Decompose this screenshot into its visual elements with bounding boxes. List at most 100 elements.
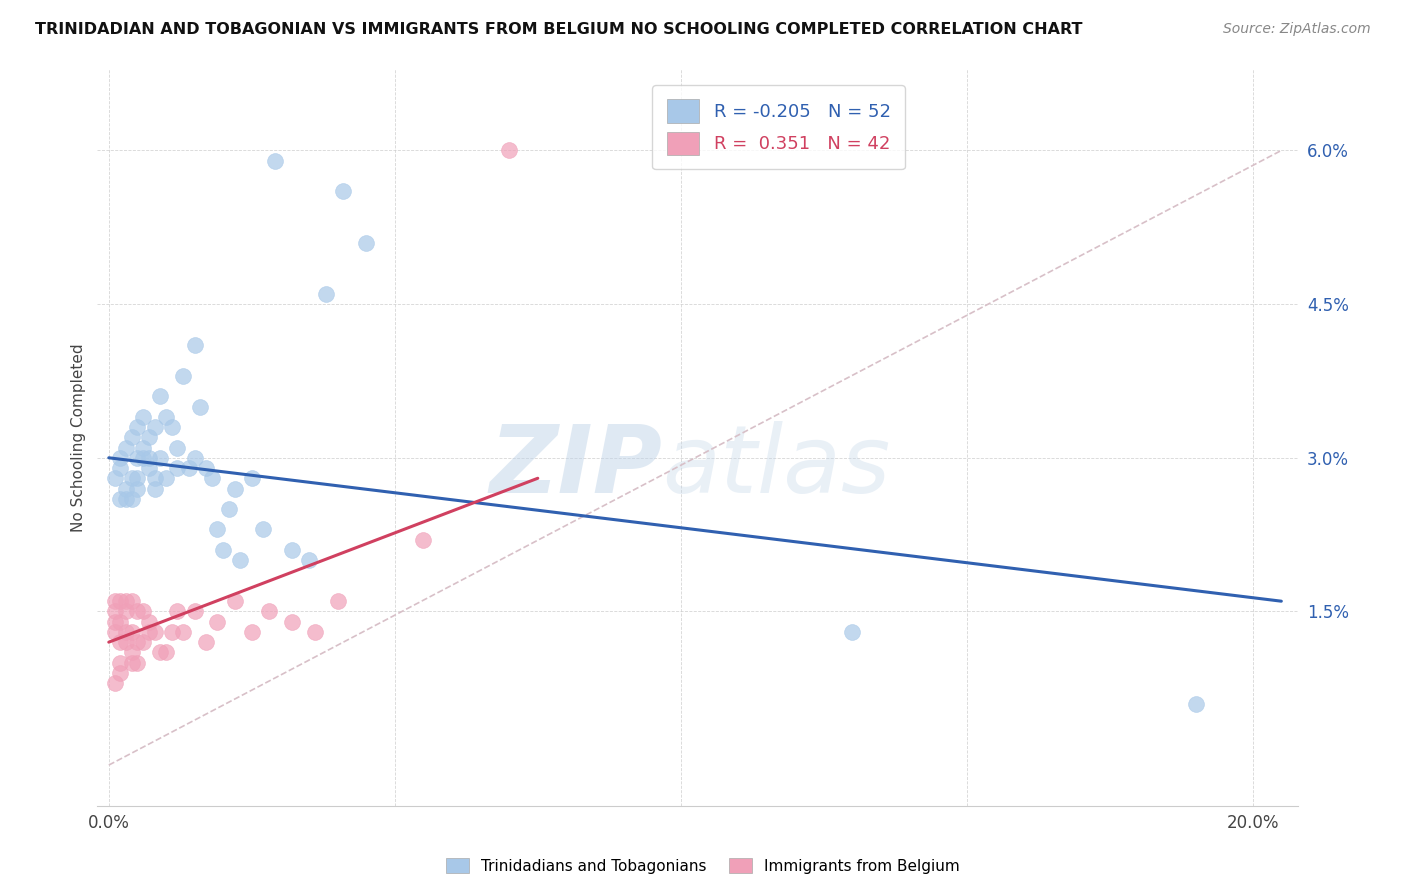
Point xyxy=(121,656,143,670)
Point xyxy=(298,553,321,567)
Point xyxy=(155,471,177,485)
Point xyxy=(121,471,143,485)
Point xyxy=(143,482,166,496)
Point xyxy=(166,441,188,455)
Point xyxy=(110,450,132,465)
Point xyxy=(149,389,172,403)
Point xyxy=(166,604,188,618)
Point xyxy=(281,615,304,629)
Y-axis label: No Schooling Completed: No Schooling Completed xyxy=(72,343,86,532)
Point xyxy=(115,482,138,496)
Point xyxy=(121,594,143,608)
Text: TRINIDADIAN AND TOBAGONIAN VS IMMIGRANTS FROM BELGIUM NO SCHOOLING COMPLETED COR: TRINIDADIAN AND TOBAGONIAN VS IMMIGRANTS… xyxy=(35,22,1083,37)
Point xyxy=(110,656,132,670)
Point xyxy=(498,144,520,158)
Point xyxy=(332,185,354,199)
Point xyxy=(103,471,125,485)
Point xyxy=(195,635,218,649)
Point xyxy=(183,338,205,352)
Point xyxy=(183,450,205,465)
Point xyxy=(121,430,143,444)
Point xyxy=(177,461,200,475)
Point xyxy=(127,450,149,465)
Point xyxy=(172,624,194,639)
Point xyxy=(127,604,149,618)
Point xyxy=(257,604,280,618)
Point xyxy=(138,615,160,629)
Point xyxy=(103,624,125,639)
Point xyxy=(138,461,160,475)
Point xyxy=(224,594,246,608)
Point xyxy=(143,471,166,485)
Point xyxy=(138,430,160,444)
Point xyxy=(240,624,263,639)
Point xyxy=(149,645,172,659)
Point xyxy=(115,604,138,618)
Point xyxy=(143,624,166,639)
Point xyxy=(195,461,218,475)
Point xyxy=(121,624,143,639)
Point xyxy=(115,635,138,649)
Point xyxy=(127,482,149,496)
Point xyxy=(188,400,211,414)
Point xyxy=(127,420,149,434)
Text: ZIP: ZIP xyxy=(489,421,662,513)
Point xyxy=(304,624,326,639)
Point xyxy=(166,461,188,475)
Point xyxy=(110,491,132,506)
Point xyxy=(160,420,183,434)
Point xyxy=(412,533,434,547)
Point xyxy=(110,615,132,629)
Point xyxy=(207,615,229,629)
Point xyxy=(110,461,132,475)
Point xyxy=(315,286,337,301)
Point xyxy=(132,604,155,618)
Text: atlas: atlas xyxy=(662,421,890,512)
Point xyxy=(218,502,240,516)
Point xyxy=(121,491,143,506)
Point xyxy=(263,153,285,168)
Point xyxy=(127,656,149,670)
Point xyxy=(229,553,252,567)
Point xyxy=(110,635,132,649)
Point xyxy=(132,409,155,424)
Point xyxy=(115,441,138,455)
Point xyxy=(103,615,125,629)
Legend: R = -0.205   N = 52, R =  0.351   N = 42: R = -0.205 N = 52, R = 0.351 N = 42 xyxy=(652,85,905,169)
Point xyxy=(115,624,138,639)
Point xyxy=(149,450,172,465)
Point xyxy=(115,594,138,608)
Point xyxy=(841,624,863,639)
Point xyxy=(127,635,149,649)
Point xyxy=(138,450,160,465)
Point xyxy=(155,645,177,659)
Point xyxy=(201,471,224,485)
Text: Source: ZipAtlas.com: Source: ZipAtlas.com xyxy=(1223,22,1371,37)
Point xyxy=(1184,697,1206,711)
Point xyxy=(103,604,125,618)
Point xyxy=(132,635,155,649)
Point xyxy=(103,676,125,690)
Point xyxy=(110,665,132,680)
Point xyxy=(115,491,138,506)
Point xyxy=(160,624,183,639)
Point xyxy=(252,523,274,537)
Point xyxy=(132,441,155,455)
Point xyxy=(224,482,246,496)
Point xyxy=(172,368,194,383)
Point xyxy=(143,420,166,434)
Point xyxy=(132,450,155,465)
Point xyxy=(240,471,263,485)
Point xyxy=(110,594,132,608)
Point xyxy=(326,594,349,608)
Point xyxy=(281,543,304,558)
Point xyxy=(127,471,149,485)
Point xyxy=(103,594,125,608)
Point xyxy=(207,523,229,537)
Legend: Trinidadians and Tobagonians, Immigrants from Belgium: Trinidadians and Tobagonians, Immigrants… xyxy=(440,852,966,880)
Point xyxy=(354,235,377,250)
Point xyxy=(121,645,143,659)
Point xyxy=(212,543,235,558)
Point xyxy=(155,409,177,424)
Point xyxy=(183,604,205,618)
